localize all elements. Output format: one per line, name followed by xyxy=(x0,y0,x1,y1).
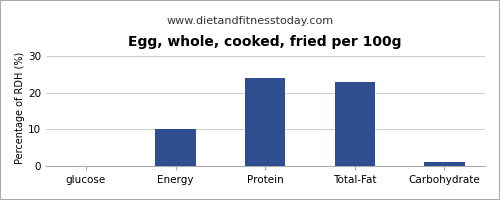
Bar xyxy=(245,78,286,166)
Y-axis label: Percentage of RDH (%): Percentage of RDH (%) xyxy=(15,51,25,164)
Bar xyxy=(334,82,375,166)
Text: www.dietandfitnesstoday.com: www.dietandfitnesstoday.com xyxy=(166,16,334,26)
Bar xyxy=(156,129,196,166)
Title: Egg, whole, cooked, fried per 100g: Egg, whole, cooked, fried per 100g xyxy=(128,35,402,49)
Bar xyxy=(424,162,465,166)
